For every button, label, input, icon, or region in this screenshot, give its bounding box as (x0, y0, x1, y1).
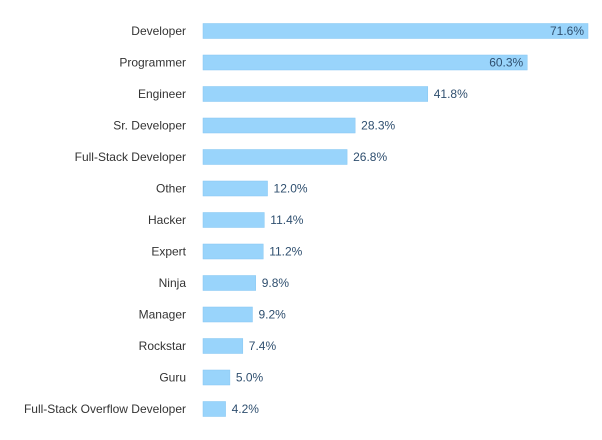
bar-hacker (202, 212, 265, 228)
bars-layer (202, 23, 589, 417)
value-label-programmer: 60.3% (489, 56, 523, 70)
bar-full-stack-developer (202, 149, 348, 165)
category-label-sr-developer: Sr. Developer (113, 119, 186, 133)
labels-layer: Developer 71.6% Programmer 60.3% Engineer 41.… (24, 24, 584, 416)
category-label-expert: Expert (151, 245, 186, 259)
value-label-expert: 11.2% (269, 245, 302, 259)
value-label-hacker: 11.4% (270, 213, 303, 227)
category-label-ninja: Ninja (159, 276, 187, 290)
value-label-engineer: 41.8% (434, 87, 468, 101)
value-label-sr-developer: 28.3% (361, 119, 395, 133)
bar-ninja (202, 275, 256, 291)
category-label-other: Other (156, 182, 186, 196)
bar-programmer (202, 54, 528, 71)
category-label-developer: Developer (131, 24, 186, 38)
value-label-rockstar: 7.4% (249, 339, 277, 353)
category-label-full-stack-overflow-developer: Full-Stack Overflow Developer (24, 402, 186, 416)
value-label-full-stack-developer: 26.8% (353, 150, 387, 164)
value-label-guru: 5.0% (236, 371, 264, 385)
bar-other (202, 180, 268, 197)
category-label-engineer: Engineer (138, 87, 186, 101)
category-label-manager: Manager (139, 308, 186, 322)
bar-manager (202, 306, 253, 323)
category-label-full-stack-developer: Full-Stack Developer (75, 150, 186, 164)
bar-guru (202, 369, 231, 386)
bar-rockstar (202, 338, 244, 354)
value-label-ninja: 9.8% (262, 276, 290, 290)
bar-expert (202, 243, 264, 260)
category-label-programmer: Programmer (119, 56, 186, 70)
bar-engineer (202, 86, 429, 102)
value-label-manager: 9.2% (258, 308, 286, 322)
category-label-rockstar: Rockstar (139, 339, 186, 353)
bar-sr-developer (202, 117, 356, 134)
category-label-hacker: Hacker (148, 213, 186, 227)
value-label-other: 12.0% (274, 182, 308, 196)
bar-full-stack-overflow-developer (202, 401, 226, 417)
value-label-full-stack-overflow-developer: 4.2% (232, 402, 260, 416)
category-label-guru: Guru (159, 371, 186, 385)
value-label-developer: 71.6% (550, 24, 584, 38)
bar-developer (202, 23, 589, 39)
